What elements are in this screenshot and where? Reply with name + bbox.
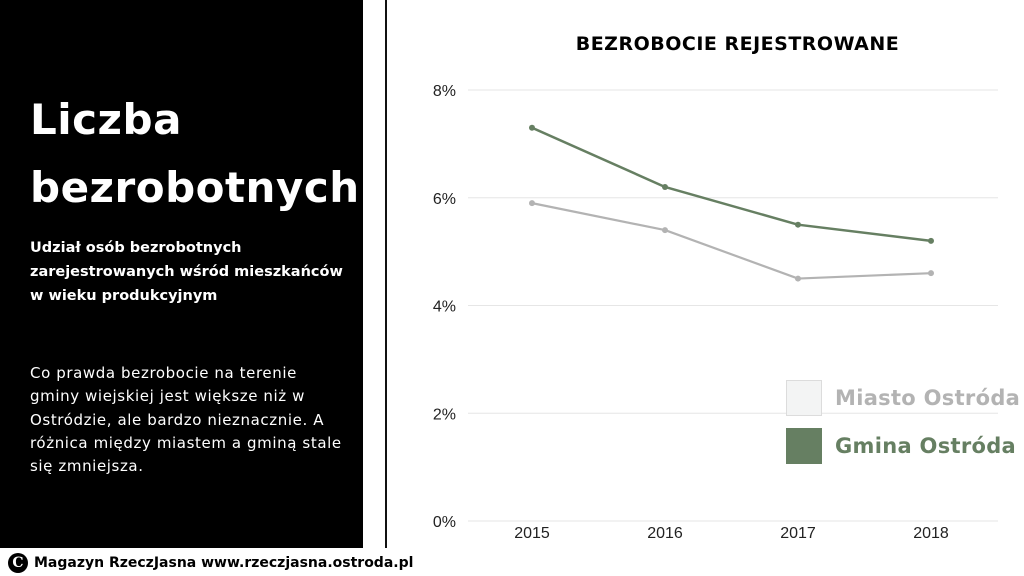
data-point-miasto [795,275,801,282]
legend-swatch-miasto [786,380,822,416]
footer-text: Magazyn RzeczJasna www.rzeczjasna.ostrod… [34,555,414,571]
legend-item-miasto: Miasto Ostróda [786,380,1020,416]
chart-title: BEZROBOCIE REJESTROWANE [575,33,900,55]
y-tick-label: 4% [433,299,456,316]
chart-legend: Miasto Ostróda Gmina Ostróda [786,380,1020,476]
x-tick-label: 2017 [780,525,816,542]
series-line-gmina [531,126,932,243]
vertical-divider [385,0,387,548]
y-tick-label: 8% [433,83,456,100]
x-tick-label: 2015 [514,525,550,542]
subheading: Udział osób bezrobotnych zarejestrowanyc… [30,240,343,304]
data-point-gmina [662,183,668,190]
y-tick-label: 0% [433,514,456,531]
legend-label-miasto: Miasto Ostróda [835,386,1021,410]
body-text: Co prawda bezrobocie na terenie gminy wi… [30,364,342,476]
legend-item-gmina: Gmina Ostróda [786,428,1020,464]
series-line-miasto [531,202,932,280]
x-tick-label: 2018 [913,525,949,542]
legend-label-gmina: Gmina Ostróda [835,434,1017,458]
x-tick-label: 2016 [647,525,683,542]
data-point-miasto [529,200,535,207]
heading-line-1: Liczba [30,95,182,144]
y-tick-label: 2% [433,406,456,423]
legend-swatch-gmina [786,428,822,464]
data-point-miasto [928,270,934,277]
heading-line-2: bezrobotnych [30,163,360,212]
data-point-gmina [928,237,934,244]
left-panel: Liczba bezrobotnych Udział osób bezrobot… [0,0,363,548]
y-tick-label: 6% [433,191,456,208]
magazine-logo-icon: C [8,553,28,573]
footer: C Magazyn RzeczJasna www.rzeczjasna.ostr… [8,552,413,574]
data-point-gmina [529,124,535,131]
page-heading: Liczba bezrobotnych [30,86,359,222]
data-point-miasto [662,227,668,234]
data-point-gmina [795,221,801,228]
